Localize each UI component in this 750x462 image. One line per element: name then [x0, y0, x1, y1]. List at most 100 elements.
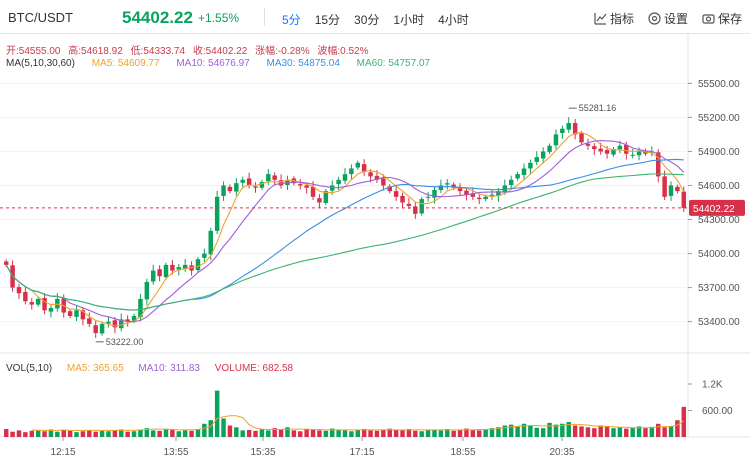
volume-bar: [534, 427, 540, 437]
ma5-legend: MA5: 54609.77: [91, 58, 160, 69]
tab-15min[interactable]: 15分: [314, 13, 341, 27]
volume-bar: [387, 428, 392, 437]
candle-body: [451, 184, 456, 188]
candle-body: [355, 162, 361, 168]
ma10-line: [5, 140, 685, 323]
volume-bar: [61, 430, 66, 437]
candle-body: [681, 191, 687, 208]
volume-bar: [227, 425, 233, 437]
volume-bar: [381, 429, 386, 437]
volume-bar: [419, 431, 424, 437]
volume-bar: [540, 428, 546, 437]
volume-bar: [438, 430, 444, 437]
candle-body: [93, 325, 98, 333]
volume-bar: [16, 430, 22, 437]
candle-body: [3, 261, 9, 265]
save-button[interactable]: 保存: [702, 10, 742, 27]
volume-bar: [681, 406, 687, 437]
candle-body: [624, 144, 629, 154]
volume-bar: [42, 431, 47, 437]
candle-body: [560, 128, 565, 134]
candle-body: [259, 182, 265, 188]
low-value: 低:54333.74: [130, 46, 186, 57]
candle-body: [106, 321, 111, 324]
volume-bar: [349, 431, 354, 437]
volume-bar: [643, 428, 648, 437]
candle-body: [125, 319, 130, 322]
candle-body: [163, 264, 169, 278]
ma30-legend: MA30: 54875.04: [266, 58, 340, 69]
candle-body: [534, 157, 540, 162]
volume-bar: [240, 430, 245, 437]
candle-body: [317, 198, 322, 203]
volume-bar: [374, 430, 380, 437]
settings-label: 设置: [663, 12, 688, 26]
volume-bar: [655, 423, 661, 437]
candle-body: [208, 230, 213, 255]
candle-body: [457, 188, 463, 192]
candle-body: [572, 123, 578, 135]
volume-bar: [176, 431, 182, 437]
tab-5min[interactable]: 5分: [282, 13, 301, 27]
volume-bar: [150, 430, 156, 437]
candle-body: [349, 168, 354, 175]
candle-body: [617, 145, 623, 150]
volume-bar: [406, 429, 412, 437]
symbol-label[interactable]: BTC/USDT: [8, 10, 73, 25]
volume-bar: [285, 427, 290, 437]
candle-body: [246, 178, 252, 186]
volume-bar: [477, 430, 482, 437]
volume-bar: [221, 418, 226, 437]
candle-body: [138, 298, 143, 318]
volume-bar: [611, 428, 616, 437]
volume-bar: [246, 429, 252, 437]
volume-bar: [355, 429, 361, 437]
volume-bar: [508, 424, 514, 437]
tab-1hour[interactable]: 1小时: [393, 13, 425, 27]
candle-body: [29, 302, 35, 305]
candle-body: [585, 143, 591, 146]
candle-body: [182, 264, 188, 269]
candle-body: [604, 150, 610, 154]
volume-bar: [553, 424, 559, 437]
settings-button[interactable]: 设置: [648, 10, 688, 27]
candle-body: [150, 270, 156, 282]
volume-bar: [29, 430, 35, 437]
volume-bar: [259, 429, 265, 437]
amplitude-value: 波幅:0.52%: [317, 46, 369, 57]
candle-body: [489, 194, 495, 196]
tab-30min[interactable]: 30分: [354, 13, 380, 27]
ma-legend: MA(5,10,30,60) MA5: 54609.77 MA10: 54676…: [6, 58, 444, 69]
candle-body: [413, 206, 418, 214]
candle-body: [131, 315, 137, 321]
candle-body: [48, 308, 54, 312]
candle-body: [176, 267, 182, 270]
ma5-line: [5, 132, 685, 327]
volume-bar: [106, 431, 111, 437]
tab-4hour[interactable]: 4小时: [438, 13, 469, 27]
y-tick-label: 55500.00: [698, 79, 740, 90]
candle-body: [508, 179, 514, 186]
volume-bar: [413, 430, 418, 437]
volume-bar: [489, 428, 495, 437]
candle-body: [655, 152, 661, 177]
candle-body: [112, 320, 118, 328]
candle-body: [477, 197, 482, 200]
volume-bar: [329, 428, 335, 437]
candle-body: [16, 287, 22, 294]
close-value: 收:54402.22: [192, 46, 248, 57]
volume-bar: [547, 422, 552, 437]
toolbar: BTC/USDT 54402.22 +1.55% 5分 15分 30分 1小时 …: [0, 0, 750, 34]
candle-body: [470, 193, 476, 197]
low-annotation: 53222.00: [106, 337, 144, 347]
candle-body: [298, 184, 303, 186]
candle-body: [598, 148, 603, 152]
volume-bar: [566, 421, 571, 437]
candle-body: [502, 185, 508, 192]
candle-body: [438, 185, 444, 191]
x-tick-label: 20:35: [549, 447, 574, 458]
volume-bar: [470, 429, 476, 437]
indicator-button[interactable]: 指标: [594, 10, 634, 27]
volume-bar: [464, 428, 469, 437]
